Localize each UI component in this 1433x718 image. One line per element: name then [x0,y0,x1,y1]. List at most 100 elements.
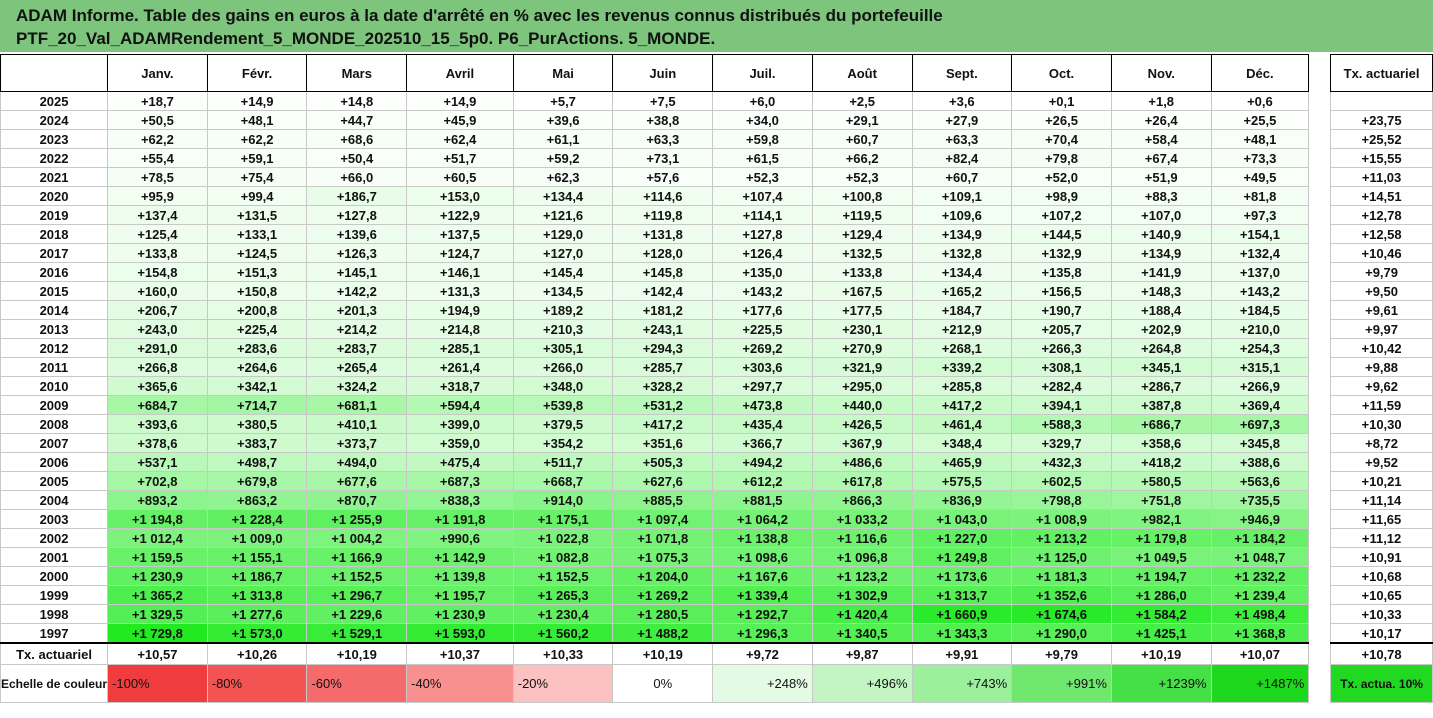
gain-cell: +143,2 [1210,281,1310,301]
gain-cell: +129,0 [512,224,614,244]
gain-cell: +145,4 [512,262,614,282]
gain-cell: +151,3 [206,262,308,282]
gain-cell: +49,5 [1210,167,1310,187]
gain-cell: +243,1 [612,319,714,339]
gain-cell: +184,7 [911,300,1013,320]
title-line-1: ADAM Informe. Table des gains en euros à… [16,6,943,25]
gain-cell: +131,5 [206,205,308,225]
gain-cell: +486,6 [811,452,913,472]
column-gap [1308,604,1331,624]
gain-cell: +684,7 [107,395,208,415]
table-row: 2022 +55,4 +59,1 +50,4 +51,7 +59,2 +73,1 +61,5 +… [0,148,1433,168]
year-cell: 2012 [0,338,109,358]
gain-cell: +1 155,1 [206,547,308,567]
gain-cell: +339,2 [911,357,1013,377]
gain-cell: +348,4 [911,433,1013,453]
column-gap [1308,376,1331,396]
gain-cell: +1 152,5 [306,566,408,586]
gain-cell: +63,3 [612,129,714,149]
year-cell: 1998 [0,604,109,624]
gain-cell: +863,2 [206,490,308,510]
month-tx-actuariel: +10,37 [406,642,514,665]
gain-cell: +612,2 [712,471,813,491]
gain-cell: +1 674,6 [1011,604,1112,624]
gain-cell: +81,8 [1210,186,1310,206]
gain-cell: +146,1 [406,262,514,282]
gain-cell: +283,6 [206,338,308,358]
gain-cell: +329,7 [1011,433,1112,453]
gain-cell: +34,0 [712,110,813,130]
gain-cell: +1 286,0 [1110,585,1212,605]
gain-cell: +62,2 [206,129,308,149]
gain-cell: +27,9 [911,110,1013,130]
gain-cell: +60,7 [811,129,913,149]
gain-cell: +264,8 [1110,338,1212,358]
gain-cell: +82,4 [911,148,1013,168]
gain-cell: +990,6 [406,528,514,548]
gain-cell: +1 123,2 [811,566,913,586]
column-gap [1308,110,1331,130]
gain-cell: +143,2 [712,281,813,301]
gain-cell: +594,4 [406,395,514,415]
row-tx-actuariel: +9,97 [1330,319,1433,339]
gain-cell: +44,7 [306,110,408,130]
year-cell: 2010 [0,376,109,396]
gain-cell: +114,6 [612,186,714,206]
column-gap [1308,452,1331,472]
table-row: 2013 +243,0 +225,4 +214,2 +214,8 +210,3 +243,1… [0,319,1433,339]
row-tx-actuariel: +9,61 [1330,300,1433,320]
year-cell: 2019 [0,205,109,225]
gain-cell: +52,0 [1011,167,1112,187]
gain-cell: +48,1 [1210,129,1310,149]
row-tx-actuariel: +25,52 [1330,129,1433,149]
gain-cell: +266,3 [1011,338,1112,358]
gain-cell: +119,5 [811,205,913,225]
color-scale-swatch: +248% [712,664,813,703]
row-tx-actuariel: +9,62 [1330,376,1433,396]
gain-cell: +124,5 [206,243,308,263]
gain-cell: +1 191,8 [406,509,514,529]
gain-cell: +1 269,2 [612,585,714,605]
gain-cell: +1 167,6 [712,566,813,586]
gain-cell: +686,7 [1110,414,1212,434]
gain-cell: +324,2 [306,376,408,396]
color-scale-swatch: +1487% [1210,664,1310,703]
gain-cell: +1 425,1 [1110,623,1212,644]
gain-cell: +440,0 [811,395,913,415]
gain-cell: +285,7 [612,357,714,377]
gain-cell: +1 048,7 [1210,547,1310,567]
column-gap [1308,186,1331,206]
gain-cell: +498,7 [206,452,308,472]
gain-cell: +1 573,0 [206,623,308,644]
gain-cell: +150,8 [206,281,308,301]
color-scale-swatch: +496% [811,664,913,703]
gain-cell: +1,8 [1110,91,1212,111]
table-row: 2017 +133,8 +124,5 +126,3 +124,7 +127,0 +128,0… [0,243,1433,263]
gain-cell: +893,2 [107,490,208,510]
gain-cell: +202,9 [1110,319,1212,339]
month-header: Oct. [1011,54,1112,92]
gain-cell: +1 175,1 [512,509,614,529]
year-cell: 2025 [0,91,109,111]
gain-cell: +1 194,8 [107,509,208,529]
year-cell: 2024 [0,110,109,130]
color-scale-swatch: -60% [306,664,408,703]
gain-cell: +131,8 [612,224,714,244]
gain-cell: +137,4 [107,205,208,225]
column-gap [1308,54,1331,92]
gain-cell: +418,2 [1110,452,1212,472]
column-gap [1308,357,1331,377]
color-scale-swatch: 0% [612,664,714,703]
gain-cell: +308,1 [1011,357,1112,377]
column-gap [1308,129,1331,149]
gain-cell: +73,3 [1210,148,1310,168]
gain-cell: +266,8 [107,357,208,377]
gain-cell: +417,2 [612,414,714,434]
column-gap [1308,471,1331,491]
gain-cell: +1 075,3 [612,547,714,567]
gain-cell: +1 255,9 [306,509,408,529]
gain-cell: +1 230,9 [107,566,208,586]
gain-cell: +1 138,8 [712,528,813,548]
gain-cell: +99,4 [206,186,308,206]
gain-cell: +45,9 [406,110,514,130]
